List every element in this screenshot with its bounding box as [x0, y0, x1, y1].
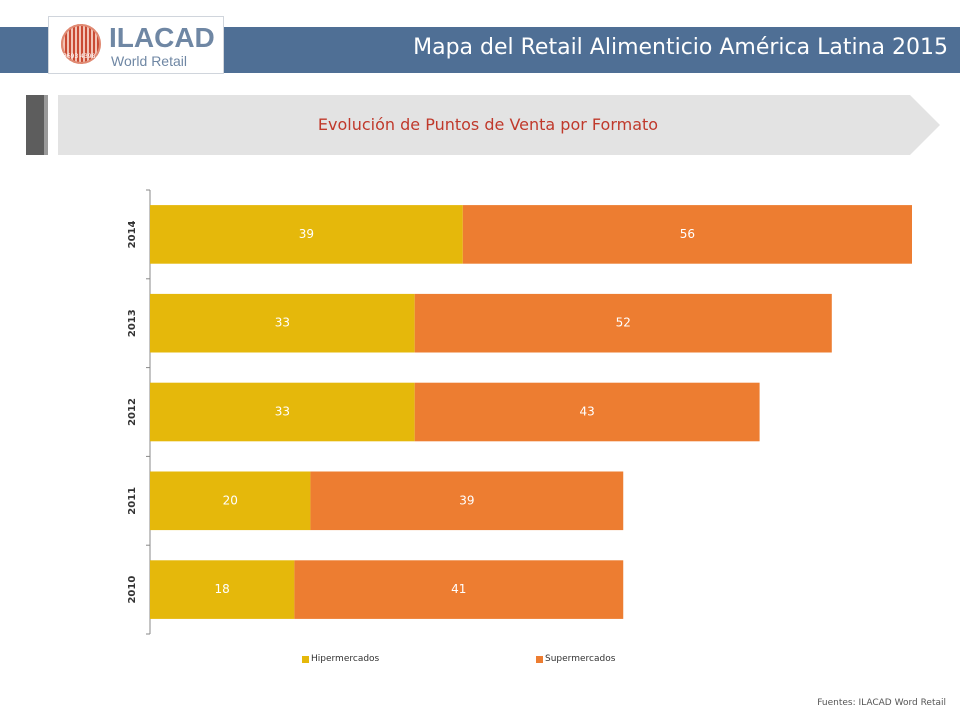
source-note: Fuentes: ILACAD Word Retail: [817, 698, 946, 708]
bar-hipermercados-2012: [150, 382, 415, 442]
data-label-supermercados-2010: 41: [451, 582, 466, 596]
data-label-hipermercados-2013: 33: [275, 316, 290, 330]
bar-supermercados-2011: [310, 471, 624, 531]
data-label-hipermercados-2014: 39: [299, 227, 314, 241]
bar-hipermercados-2014: [150, 205, 463, 264]
category-labels: 2014 2013 2012 2011 2010: [127, 220, 138, 603]
legend: Hipermercados Supermercados: [150, 654, 650, 670]
data-label-supermercados-2011: 39: [459, 493, 474, 507]
legend-label-hipermercados: Hipermercados: [311, 654, 380, 664]
category-label-2010: 2010: [127, 576, 138, 604]
banner-arrow-shape: [58, 95, 940, 155]
data-label-hipermercados-2011: 20: [223, 493, 238, 507]
category-label-2014: 2014: [127, 220, 138, 248]
legend-swatch-hipermercados: [302, 655, 309, 663]
category-label-2011: 2011: [127, 487, 138, 515]
bar-hipermercados-2013: [150, 293, 415, 353]
legend-item-hipermercados: Hipermercados: [302, 654, 379, 664]
data-labels: 39 56 33 52 33 43 20 39 18 41: [215, 227, 696, 596]
bar-supermercados-2010: [294, 560, 624, 619]
bar-supermercados-2012: [414, 382, 760, 442]
legend-swatch-supermercados: [536, 655, 543, 663]
bar-supermercados-2014: [462, 205, 912, 264]
logo-name: ILACAD: [109, 22, 215, 53]
legend-label-supermercados: Supermercados: [545, 654, 616, 664]
data-label-hipermercados-2010: 18: [215, 582, 230, 596]
bars: [150, 205, 912, 619]
accent-block: [26, 95, 48, 155]
category-label-2012: 2012: [127, 398, 138, 426]
data-label-hipermercados-2012: 33: [275, 405, 290, 419]
bar-supermercados-2013: [414, 293, 832, 353]
category-label-2013: 2013: [127, 309, 138, 337]
page-title: Mapa del Retail Alimenticio América Lati…: [413, 35, 948, 60]
bar-hipermercados-2011: [150, 471, 311, 531]
company-logo: 3693 4398 ILACAD World Retail: [48, 16, 224, 74]
data-label-supermercados-2014: 56: [680, 227, 695, 241]
logo-emblem-icon: [61, 24, 101, 64]
bar-hipermercados-2010: [150, 560, 295, 619]
data-label-supermercados-2013: 52: [616, 316, 631, 330]
data-label-supermercados-2012: 43: [580, 405, 595, 419]
logo-emblem-text: 3693 4398: [63, 53, 96, 60]
y-axis-ticks: [146, 189, 150, 635]
logo-subtitle: World Retail: [111, 53, 187, 69]
legend-item-supermercados: Supermercados: [536, 654, 615, 664]
chart-subtitle: Evolución de Puntos de Venta por Formato: [317, 115, 659, 134]
